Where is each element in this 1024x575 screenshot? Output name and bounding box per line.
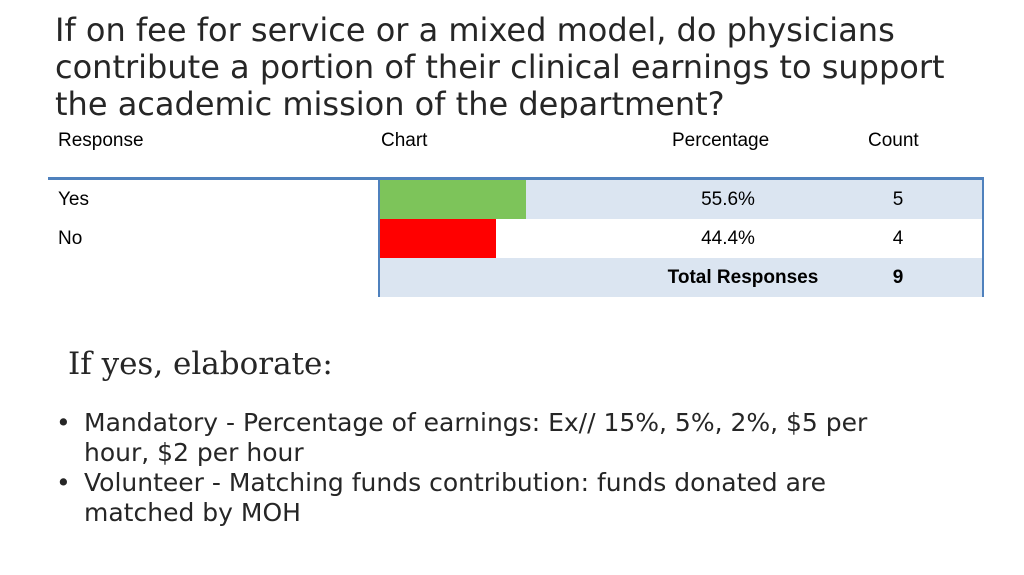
total-responses-label: Total Responses: [667, 267, 819, 288]
elaborate-heading: If yes, elaborate:: [68, 346, 333, 382]
table-row-yes: Yes 55.6% 5: [48, 180, 984, 219]
chart-column-border: [378, 180, 380, 297]
header-percentage: Percentage: [672, 130, 770, 151]
bullet-icon: •: [56, 468, 71, 497]
total-count: 9: [892, 267, 904, 288]
header-response: Response: [58, 130, 144, 151]
table-row-no: No 44.4% 4: [48, 219, 984, 258]
results-table: Response Chart Percentage Count Yes 55.6…: [48, 125, 984, 300]
header-rule: [48, 177, 984, 180]
slide-title: If on fee for service or a mixed model, …: [55, 12, 945, 118]
category-label-yes: Yes: [58, 189, 89, 210]
bullet-text-volunteer: Volunteer - Matching funds contribution:…: [84, 468, 827, 527]
count-label-yes: 5: [892, 189, 904, 210]
row-shade-total: [378, 258, 984, 297]
list-item: • Mandatory - Percentage of earnings: Ex…: [54, 408, 934, 468]
percent-label-no: 44.4%: [701, 228, 755, 249]
bullet-icon: •: [56, 408, 71, 437]
bullet-text-mandatory: Mandatory - Percentage of earnings: Ex//…: [84, 408, 868, 467]
elaboration-list: • Mandatory - Percentage of earnings: Ex…: [54, 408, 934, 528]
percent-label-yes: 55.6%: [701, 189, 755, 210]
header-chart: Chart: [381, 130, 428, 151]
category-label-no: No: [58, 228, 83, 249]
list-item: • Volunteer - Matching funds contributio…: [54, 468, 934, 528]
table-right-border: [982, 177, 984, 297]
bar-no: [380, 219, 496, 258]
count-label-no: 4: [892, 228, 904, 249]
bar-yes: [380, 180, 526, 219]
header-count: Count: [868, 130, 919, 151]
table-row-total: Total Responses 9: [48, 258, 984, 297]
